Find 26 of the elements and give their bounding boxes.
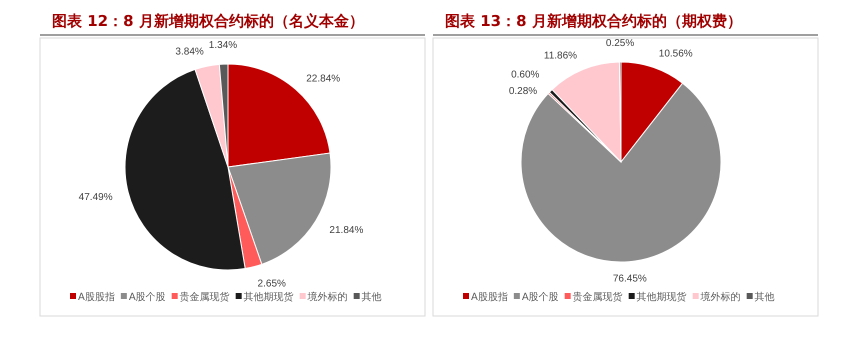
- legend-label: 其他: [362, 291, 382, 303]
- data-label: 10.56%: [658, 48, 693, 60]
- legend-label: A股个股: [522, 291, 559, 303]
- data-label: 22.84%: [306, 73, 340, 84]
- data-label: 0.28%: [508, 86, 538, 97]
- legend-label: 其他期现货: [636, 291, 687, 303]
- legend-label: 境外标的: [700, 291, 741, 303]
- legend-label: A股股指: [471, 291, 508, 303]
- data-label: 0.25%: [606, 38, 634, 50]
- data-label: 11.86%: [544, 50, 578, 62]
- data-label: 21.84%: [329, 225, 364, 236]
- chart-title: 图表 13：8 月新增期权合约标的（期权费）: [445, 12, 742, 30]
- legend-label: 贵金属现货: [180, 291, 230, 303]
- data-label: 47.49%: [78, 192, 113, 204]
- legend-label: 境外标的: [306, 291, 348, 303]
- legend-label: A股个股: [128, 291, 166, 303]
- data-label: 3.84%: [175, 46, 204, 58]
- data-label: 2.65%: [258, 278, 286, 290]
- legend-label: 其他: [754, 291, 775, 303]
- data-label: 76.45%: [612, 274, 647, 285]
- data-label: 1.34%: [208, 40, 238, 52]
- legend-label: A股股指: [78, 291, 115, 303]
- legend-label: 贵金属现货: [572, 291, 623, 303]
- chart-title: 图表 12：8 月新增期权合约标的（名义本金）: [52, 12, 364, 30]
- data-label: 0.60%: [511, 70, 540, 81]
- legend-label: 其他期现货: [244, 291, 294, 303]
